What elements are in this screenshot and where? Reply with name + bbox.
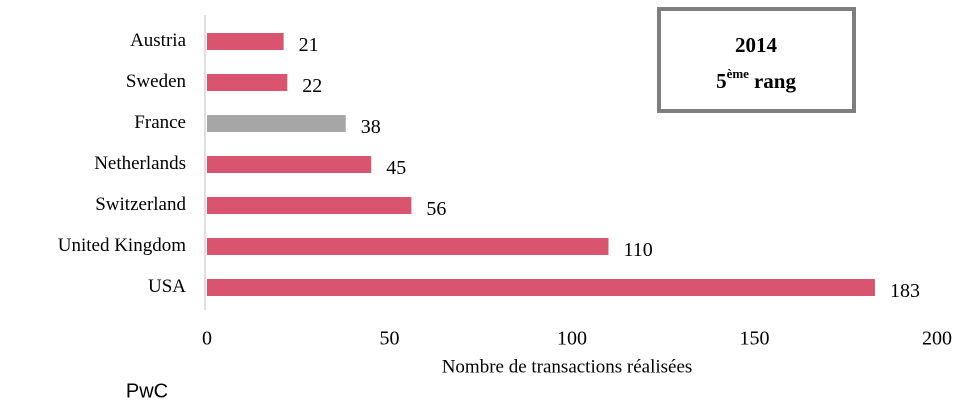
- x-axis-label: Nombre de transactions réalisées: [442, 356, 693, 377]
- bar: [207, 197, 412, 214]
- value-label: 183: [890, 280, 920, 302]
- value-label: 45: [386, 157, 406, 179]
- value-label: 56: [426, 198, 446, 220]
- x-tick-label: 150: [740, 328, 770, 350]
- y-tick-label: Switzerland: [95, 194, 186, 215]
- rank-suffix: ème: [727, 66, 750, 81]
- bar: [207, 33, 284, 50]
- bar: [207, 238, 609, 255]
- source: PwC: [126, 380, 168, 402]
- value-label: 38: [361, 116, 381, 138]
- annotation-rank: 5ème rang: [716, 66, 796, 93]
- value-label: 22: [302, 75, 322, 97]
- bar: [207, 279, 875, 296]
- y-tick-label: Sweden: [126, 71, 187, 92]
- rank-number: 5: [716, 69, 727, 93]
- bar: [207, 74, 288, 91]
- x-tick-label: 100: [557, 328, 587, 350]
- y-tick-label: Netherlands: [94, 153, 186, 174]
- value-label: 21: [299, 34, 319, 56]
- x-tick-label: 0: [202, 328, 212, 350]
- rank-word: rang: [754, 69, 797, 93]
- y-tick-label: France: [134, 112, 186, 133]
- bar: [207, 156, 372, 173]
- value-label: 110: [624, 239, 653, 261]
- x-tick-label: 200: [922, 328, 952, 350]
- y-tick-label: USA: [148, 276, 186, 297]
- y-tick-label: Austria: [130, 30, 187, 51]
- annotation-year: 2014: [735, 33, 778, 57]
- annotation-box: [657, 7, 856, 113]
- bar: [207, 115, 346, 132]
- x-tick-label: 50: [380, 328, 400, 350]
- y-tick-label: United Kingdom: [58, 235, 186, 256]
